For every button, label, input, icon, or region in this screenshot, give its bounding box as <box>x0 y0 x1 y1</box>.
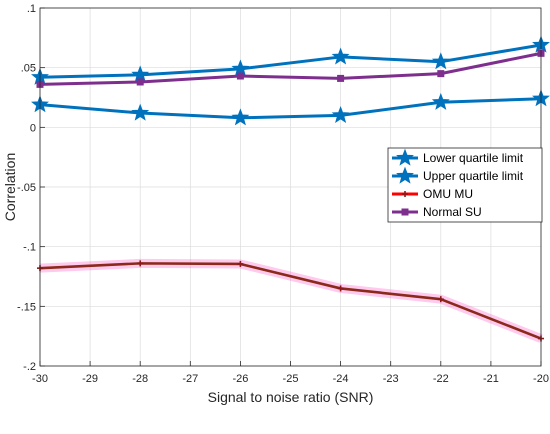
y-tick-label: -.1 <box>23 242 36 254</box>
series-line <box>39 262 542 340</box>
data-point <box>437 296 444 303</box>
y-axis-label: Correlation <box>2 153 18 221</box>
legend-marker <box>396 148 414 166</box>
legend-label: OMU MU <box>423 187 473 201</box>
data-point <box>131 103 150 121</box>
data-point <box>231 108 250 126</box>
y-tick-label: -.2 <box>23 361 36 373</box>
y-tick-label: -.05 <box>17 182 36 194</box>
x-tick-label: -24 <box>333 373 349 385</box>
x-tick-label: -20 <box>533 373 549 385</box>
x-tick-label: -30 <box>32 373 48 385</box>
y-tick-label: -.15 <box>17 301 36 313</box>
y-tick-label: .1 <box>27 3 36 15</box>
legend-label: Lower quartile limit <box>423 151 524 165</box>
series-omu-mu <box>37 258 544 343</box>
data-point <box>431 52 450 70</box>
data-point <box>331 105 350 124</box>
data-point <box>137 260 144 267</box>
data-point <box>136 78 144 86</box>
y-tick-label: .05 <box>21 63 36 75</box>
legend-marker <box>402 191 408 197</box>
legend-label: Upper quartile limit <box>423 169 524 183</box>
legend-box <box>387 147 543 223</box>
x-tick-label: -28 <box>132 373 148 385</box>
data-point <box>431 92 450 110</box>
y-tick-label: 0 <box>30 122 36 134</box>
data-point <box>237 260 244 267</box>
data-point <box>331 47 350 65</box>
data-point <box>131 65 150 83</box>
legend-marker <box>396 166 414 184</box>
x-tick-label: -29 <box>82 373 98 385</box>
x-axis-ticks: -30 -29 -28 -27 -26 -25 -24 -23 -22 -21 -20 <box>32 361 549 385</box>
legend-label: Normal SU <box>423 205 482 219</box>
data-point <box>437 70 445 78</box>
legend-entry: Normal SU <box>392 205 482 219</box>
data-point <box>236 72 244 80</box>
series-line <box>39 97 542 120</box>
data-point <box>337 74 345 82</box>
x-tick-label: -25 <box>283 373 299 385</box>
x-tick-label: -27 <box>182 373 198 385</box>
series-line <box>39 51 542 86</box>
x-tick-label: -22 <box>433 373 449 385</box>
x-axis-label: Signal to noise ratio (SNR) <box>208 389 374 405</box>
x-tick-label: -23 <box>383 373 399 385</box>
data-point <box>231 59 250 77</box>
series-line <box>39 43 542 79</box>
data-point <box>337 285 344 292</box>
legend-entry: Upper quartile limit <box>392 166 524 184</box>
legend-entry: OMU MU <box>392 187 473 201</box>
y-axis-ticks: -.2 -.15 -.1 -.05 0 .05 .1 <box>17 3 45 373</box>
x-tick-label: -26 <box>232 373 248 385</box>
legend-marker <box>401 208 409 216</box>
x-tick-label: -21 <box>483 373 499 385</box>
legend: Lower quartile limit Upper quartile limit… <box>387 147 543 223</box>
legend-entry: Lower quartile limit <box>392 148 524 166</box>
